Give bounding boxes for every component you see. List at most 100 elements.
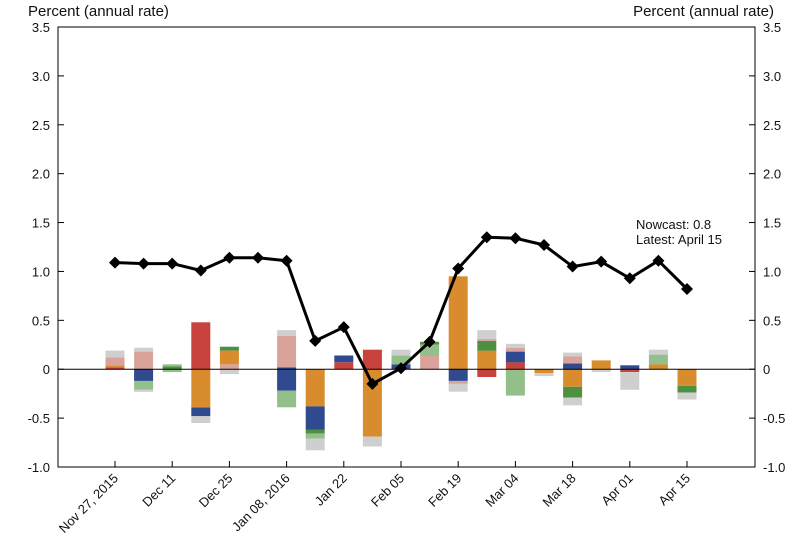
x-tick-label-6: Feb 19 <box>425 471 464 510</box>
bar-segment-17-1 <box>591 369 611 373</box>
y-tick-label-left-4: 1.5 <box>32 216 50 231</box>
y-tick-label-right-4: 1.5 <box>763 216 781 231</box>
bar-segment-15-1 <box>534 373 554 376</box>
bar-segment-13-2 <box>477 338 497 341</box>
bar-segment-16-2 <box>563 352 583 357</box>
bar-segment-3-0 <box>191 322 211 370</box>
nowcast-marker-16 <box>566 260 579 273</box>
y-tick-label-left-3: 2.0 <box>32 167 50 182</box>
bar-segment-14-1 <box>505 351 525 363</box>
x-tick-label-10: Apr 15 <box>655 471 693 509</box>
nowcast-marker-9 <box>366 377 379 390</box>
bar-segment-10-1 <box>391 355 411 365</box>
bar-segment-16-4 <box>563 386 583 398</box>
bar-segment-14-3 <box>505 343 525 348</box>
bar-segment-7-0 <box>305 369 325 407</box>
y-tick-label-right-6: 0.5 <box>763 313 781 328</box>
x-tick-label-2: Dec 25 <box>196 471 236 511</box>
bar-segment-19-2 <box>648 349 668 355</box>
y-tick-label-right-2: 2.5 <box>763 118 781 133</box>
bar-segment-0-0 <box>105 367 125 370</box>
bar-segment-11-0 <box>420 355 440 370</box>
x-tick-label-5: Feb 05 <box>368 471 407 510</box>
nowcast-marker-19 <box>652 254 665 267</box>
nowcast-marker-7 <box>309 334 322 347</box>
bar-segment-20-1 <box>677 385 697 393</box>
nowcast-marker-15 <box>538 239 550 252</box>
bar-segment-19-1 <box>648 354 668 365</box>
bar-segment-6-3 <box>277 369 297 391</box>
bar-segment-20-0 <box>677 369 697 386</box>
bar-segment-3-2 <box>191 407 211 417</box>
bar-segment-7-4 <box>305 438 325 451</box>
bar-segment-17-0 <box>591 360 611 370</box>
bar-segment-4-1 <box>219 350 239 365</box>
bar-segment-7-1 <box>305 406 325 430</box>
bar-segment-12-2 <box>448 381 468 384</box>
x-tick-label-0: Nov 27, 2015 <box>56 471 121 536</box>
bar-segment-6-1 <box>277 336 297 368</box>
bar-segment-1-4 <box>134 389 154 392</box>
nowcast-annotation: Nowcast: 0.8 <box>636 217 712 232</box>
y-axis-title-left: Percent (annual rate) <box>28 3 169 20</box>
bar-segment-6-4 <box>277 390 297 408</box>
bar-segment-4-0 <box>219 364 239 370</box>
bar-segment-10-2 <box>391 349 411 356</box>
y-tick-label-right-1: 3.0 <box>763 69 781 84</box>
bar-segment-1-2 <box>134 369 154 381</box>
latest-annotation: Latest: April 15 <box>636 232 722 247</box>
bar-segment-0-2 <box>105 357 125 366</box>
y-tick-label-left-1: 3.0 <box>32 69 50 84</box>
bar-segment-12-1 <box>448 369 468 381</box>
bar-segment-15-0 <box>534 369 554 374</box>
bar-segment-16-0 <box>563 363 583 370</box>
bar-segment-6-0 <box>277 367 297 370</box>
bar-segment-0-1 <box>105 365 125 368</box>
bar-segment-14-0 <box>505 362 525 370</box>
bar-segment-7-2 <box>305 429 325 434</box>
plot-frame <box>57 26 756 468</box>
nowcast-marker-0 <box>109 256 121 269</box>
nowcast-marker-4 <box>223 251 236 264</box>
bar-segment-1-3 <box>134 381 154 390</box>
bar-segment-1-0 <box>134 351 154 370</box>
nowcast-marker-10 <box>395 362 407 375</box>
x-tick-label-9: Apr 01 <box>598 471 636 509</box>
bar-segment-9-0 <box>362 349 382 370</box>
bar-segment-9-2 <box>362 436 382 447</box>
y-tick-label-left-6: 0.5 <box>32 313 50 328</box>
bar-segment-2-0 <box>162 366 182 370</box>
bar-segment-7-3 <box>305 433 325 439</box>
nowcast-marker-18 <box>623 272 636 285</box>
nowcast-marker-6 <box>280 254 293 267</box>
bar-segment-3-3 <box>191 416 211 423</box>
x-tick-label-7: Mar 04 <box>482 471 521 510</box>
nowcast-marker-13 <box>480 231 493 244</box>
nowcast-marker-8 <box>337 321 350 334</box>
nowcast-marker-17 <box>595 255 608 268</box>
bar-segment-16-5 <box>563 397 583 406</box>
bar-segment-2-1 <box>162 364 182 367</box>
bar-segment-1-1 <box>134 347 154 352</box>
bar-segment-8-0 <box>334 362 354 370</box>
bar-segment-18-2 <box>620 372 640 390</box>
bar-segment-13-0 <box>477 350 497 370</box>
nowcast-marker-1 <box>137 257 150 270</box>
bar-segment-20-2 <box>677 392 697 400</box>
y-tick-label-right-5: 1.0 <box>763 264 781 279</box>
y-tick-label-left-9: -1.0 <box>28 460 50 475</box>
y-axis-title-right: Percent (annual rate) <box>633 3 774 20</box>
y-tick-label-right-7: 0 <box>763 362 770 377</box>
y-tick-label-left-0: 3.5 <box>32 20 50 35</box>
nowcast-marker-5 <box>252 251 264 264</box>
nowcast-marker-20 <box>681 283 693 296</box>
bar-segment-19-0 <box>648 364 668 370</box>
bar-segment-13-3 <box>477 330 497 339</box>
bar-segment-14-2 <box>505 347 525 352</box>
bar-segment-4-2 <box>219 346 239 351</box>
nowcast-marker-2 <box>166 257 179 270</box>
bar-segment-13-1 <box>477 340 497 351</box>
y-tick-label-right-9: -1.0 <box>763 460 785 475</box>
bar-segment-12-3 <box>448 383 468 392</box>
y-tick-label-left-5: 1.0 <box>32 264 50 279</box>
